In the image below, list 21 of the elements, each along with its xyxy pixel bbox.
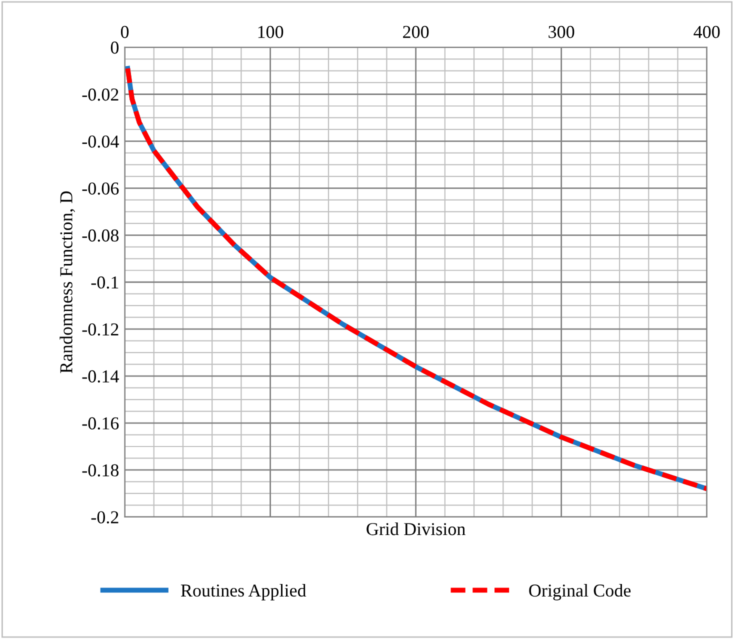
y-tick-label: -0.04	[82, 135, 119, 148]
x-tick-label: 400	[694, 26, 720, 38]
y-tick-label: -0.14	[82, 370, 119, 383]
y-tick-label: -0.18	[82, 464, 119, 477]
y-tick-label: -0.2	[91, 511, 118, 524]
x-axis-title: Grid Division	[366, 522, 466, 536]
y-tick-label: -0.1	[91, 276, 118, 289]
legend-label: Routines Applied	[180, 584, 306, 600]
y-tick-label: -0.02	[82, 88, 118, 101]
y-tick-label: -0.12	[82, 323, 118, 336]
y-tick-label: -0.08	[82, 229, 119, 242]
y-tick-label: 0	[110, 42, 119, 54]
line-series	[125, 66, 707, 492]
x-tick-label: 100	[258, 26, 284, 38]
x-tick-label: 300	[548, 26, 574, 38]
x-tick-label: 200	[403, 26, 429, 38]
y-tick-label: -0.16	[82, 417, 119, 430]
y-axis-title: Randomness Function, D	[60, 191, 75, 374]
legend-label: Original Code	[529, 584, 631, 600]
x-tick-label: 0	[120, 26, 129, 38]
y-tick-label: -0.06	[82, 182, 119, 195]
